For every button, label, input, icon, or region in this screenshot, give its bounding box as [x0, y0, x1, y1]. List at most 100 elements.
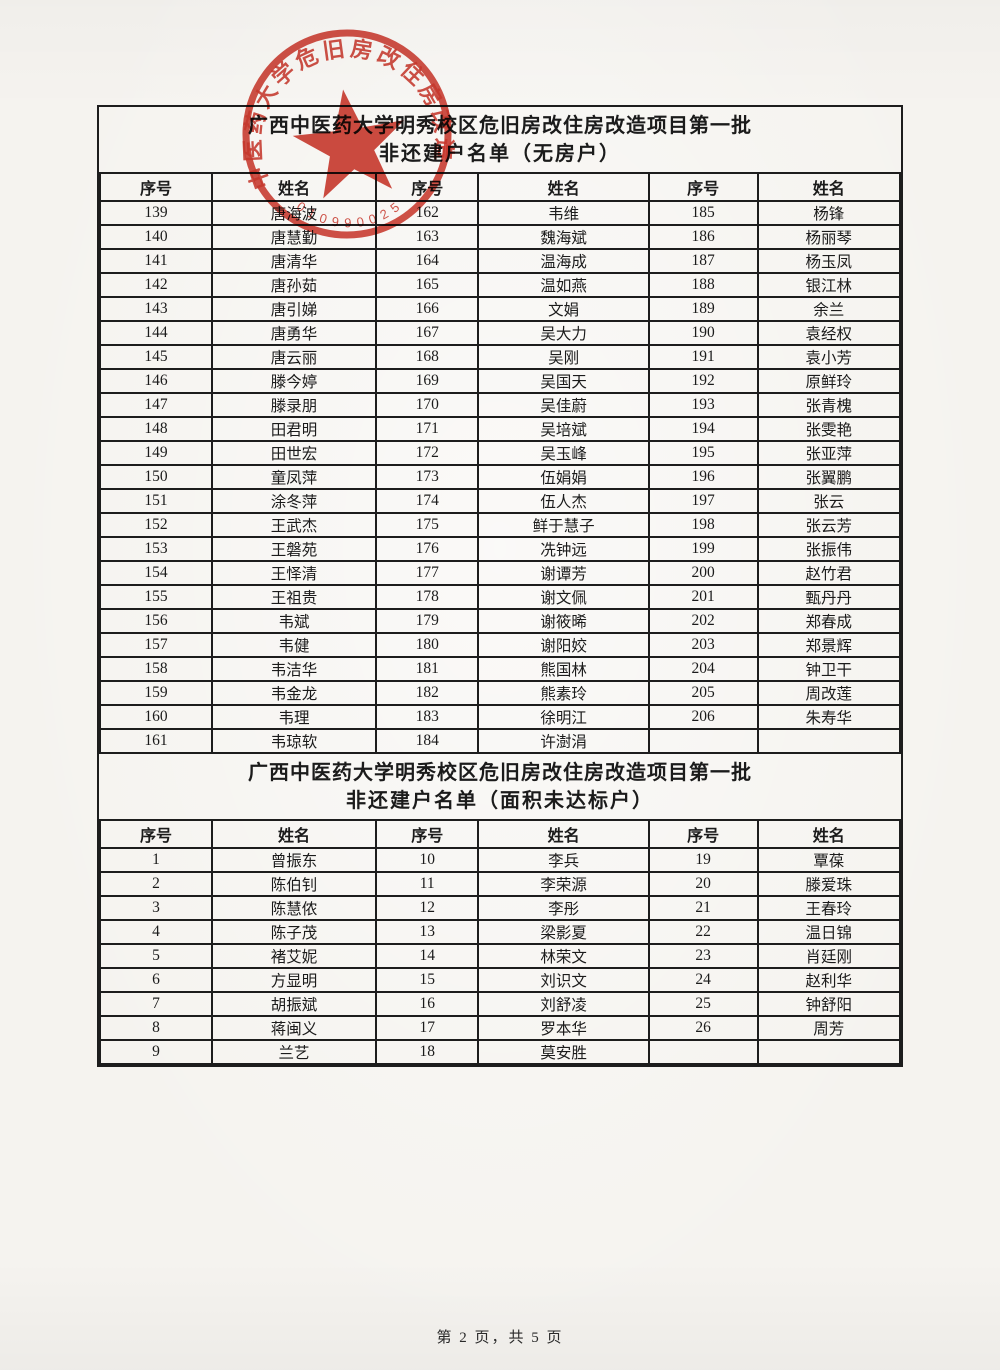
cell-person-name: 梁影夏 [477, 919, 650, 945]
table-row: 148 田君明 171 吴培斌 194 张雯艳 [99, 416, 902, 442]
cell-seq-number: 151 [99, 488, 213, 514]
cell-seq-number: 195 [647, 440, 759, 466]
cell-seq-number: 187 [647, 248, 759, 274]
cell-person-name: 童凤萍 [211, 464, 377, 490]
section1-title-line2: 非还建户名单（无房户） [379, 143, 621, 165]
cell-person-name: 唐勇华 [211, 320, 377, 346]
cell-seq-number: 11 [374, 871, 480, 897]
cell-seq-number: 182 [374, 680, 480, 706]
col-header-name: 姓名 [756, 172, 902, 202]
cell-person-name: 李彤 [477, 895, 650, 921]
cell-seq-number: 201 [647, 584, 759, 610]
cell-seq-number: 188 [647, 272, 759, 298]
cell-seq-number: 175 [374, 512, 480, 538]
cell-seq-number: 147 [99, 392, 213, 418]
cell-seq-number: 15 [374, 967, 480, 993]
cell-seq-number: 184 [374, 728, 480, 754]
cell-person-name: 吴佳蔚 [477, 392, 650, 418]
cell-person-name: 韦理 [211, 704, 377, 730]
cell-person-name: 林荣文 [477, 943, 650, 969]
cell-seq-number: 156 [99, 608, 213, 634]
cell-seq-number: 189 [647, 296, 759, 322]
cell-seq-number: 167 [374, 320, 480, 346]
cell-person-name: 赵竹君 [756, 560, 902, 586]
cell-seq-number: 6 [99, 967, 213, 993]
cell-person-name: 韦琼软 [211, 728, 377, 754]
cell-person-name: 滕爱珠 [756, 871, 902, 897]
cell-person-name: 韦维 [477, 200, 650, 226]
cell-person-name: 谢筱晞 [477, 608, 650, 634]
cell-person-name: 陈子茂 [211, 919, 377, 945]
cell-seq-number: 158 [99, 656, 213, 682]
cell-seq-number: 12 [374, 895, 480, 921]
table-row: 158 韦洁华 181 熊国林 204 钟卫干 [99, 656, 902, 682]
cell-person-name: 徐明江 [477, 704, 650, 730]
cell-person-name: 张雯艳 [756, 416, 902, 442]
cell-seq-number: 178 [374, 584, 480, 610]
header-row: 序号 姓名 序号 姓名 序号 姓名 [99, 819, 902, 849]
cell-person-name: 蒋闽义 [211, 1015, 377, 1041]
cell-seq-number: 141 [99, 248, 213, 274]
cell-seq-number: 26 [647, 1015, 759, 1041]
page-footer: 第 2 页，共 5 页 [436, 1330, 564, 1346]
table-row: 151 涂冬萍 174 伍人杰 197 张云 [99, 488, 902, 514]
cell-person-name: 张翼鹏 [756, 464, 902, 490]
table-row: 8 蒋闽义 17 罗本华 26 周芳 [99, 1015, 902, 1041]
table-row: 143 唐引娣 166 文娟 189 余兰 [99, 296, 902, 322]
cell-person-name: 张云 [756, 488, 902, 514]
cell-seq-number: 203 [647, 632, 759, 658]
cell-person-name: 杨锋 [756, 200, 902, 226]
cell-seq-number: 205 [647, 680, 759, 706]
cell-seq-number: 150 [99, 464, 213, 490]
cell-person-name [756, 728, 902, 754]
cell-person-name: 王武杰 [211, 512, 377, 538]
cell-person-name: 吴培斌 [477, 416, 650, 442]
cell-person-name: 伍娟娟 [477, 464, 650, 490]
cell-person-name: 莫安胜 [477, 1039, 650, 1065]
cell-person-name: 谢文佩 [477, 584, 650, 610]
cell-person-name: 覃葆 [756, 847, 902, 873]
cell-person-name: 韦金龙 [211, 680, 377, 706]
cell-seq-number: 25 [647, 991, 759, 1017]
cell-seq-number: 154 [99, 560, 213, 586]
cell-seq-number: 152 [99, 512, 213, 538]
cell-person-name: 银江林 [756, 272, 902, 298]
table-row: 160 韦理 183 徐明江 206 朱寿华 [99, 704, 902, 730]
cell-seq-number: 144 [99, 320, 213, 346]
cell-person-name: 田君明 [211, 416, 377, 442]
table-row: 154 王怿清 177 谢谭芳 200 赵竹君 [99, 560, 902, 586]
cell-seq-number: 143 [99, 296, 213, 322]
cell-seq-number: 202 [647, 608, 759, 634]
cell-seq-number: 18 [374, 1039, 480, 1065]
section1-title: 广西中医药大学明秀校区危旧房改住房改造项目第一批 非还建户名单（无房户） [99, 107, 901, 172]
table-row: 5 褚艾妮 14 林荣文 23 肖廷刚 [99, 943, 902, 969]
cell-person-name: 唐清华 [211, 248, 377, 274]
table-row: 144 唐勇华 167 吴大力 190 袁经权 [99, 320, 902, 346]
cell-seq-number: 13 [374, 919, 480, 945]
cell-seq-number: 190 [647, 320, 759, 346]
cell-person-name: 王祖贵 [211, 584, 377, 610]
cell-person-name: 田世宏 [211, 440, 377, 466]
cell-seq-number: 157 [99, 632, 213, 658]
table-row: 147 滕录朋 170 吴佳蔚 193 张青槐 [99, 392, 902, 418]
cell-seq-number: 139 [99, 200, 213, 226]
table-row: 141 唐清华 164 温海成 187 杨玉凤 [99, 248, 902, 274]
cell-person-name: 温日锦 [756, 919, 902, 945]
cell-person-name: 张青槐 [756, 392, 902, 418]
col-header-seq: 序号 [374, 172, 480, 202]
cell-seq-number: 161 [99, 728, 213, 754]
cell-person-name: 冼钟远 [477, 536, 650, 562]
cell-seq-number: 3 [99, 895, 213, 921]
cell-seq-number: 146 [99, 368, 213, 394]
cell-seq-number: 172 [374, 440, 480, 466]
cell-seq-number: 2 [99, 871, 213, 897]
header-row: 序号 姓名 序号 姓名 序号 姓名 [99, 172, 902, 202]
col-header-name: 姓名 [477, 172, 650, 202]
cell-person-name: 褚艾妮 [211, 943, 377, 969]
cell-seq-number: 174 [374, 488, 480, 514]
cell-person-name: 王春玲 [756, 895, 902, 921]
table-row: 142 唐孙茹 165 温如燕 188 银江林 [99, 272, 902, 298]
cell-seq-number: 169 [374, 368, 480, 394]
table-row: 156 韦斌 179 谢筱晞 202 郑春成 [99, 608, 902, 634]
table-row: 155 王祖贵 178 谢文佩 201 甄丹丹 [99, 584, 902, 610]
